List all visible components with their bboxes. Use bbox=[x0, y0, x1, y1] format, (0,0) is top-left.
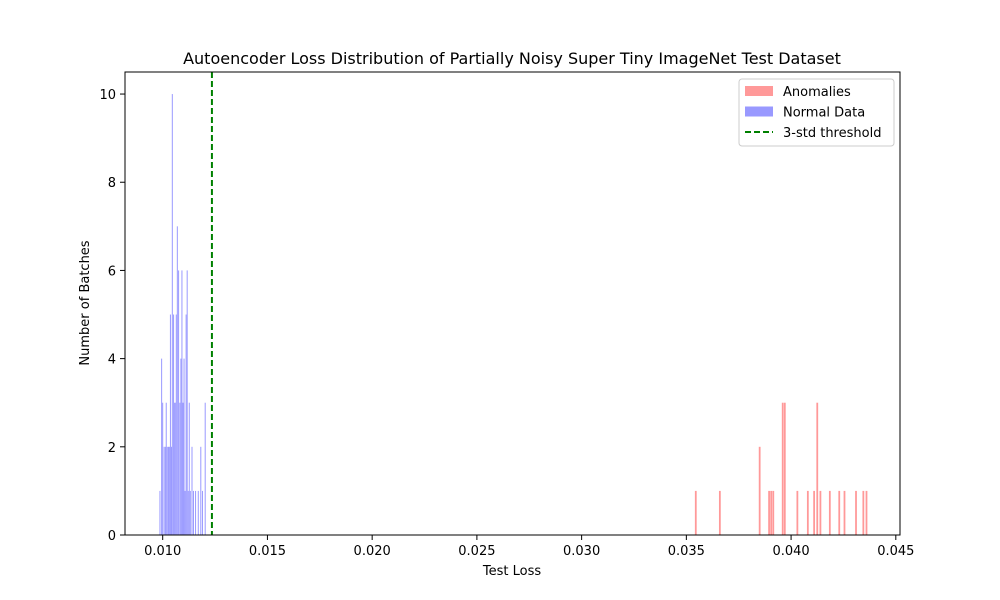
histogram-bar bbox=[176, 226, 178, 536]
histogram-bar bbox=[200, 446, 202, 535]
histogram-bar bbox=[162, 402, 164, 535]
chart-title: Autoencoder Loss Distribution of Partial… bbox=[183, 49, 841, 68]
x-axis-title: Test Loss bbox=[482, 564, 541, 579]
histogram-bar bbox=[175, 402, 177, 535]
histogram-bar bbox=[770, 490, 773, 535]
histogram-bar bbox=[768, 490, 770, 535]
y-tick-label: 4 bbox=[108, 353, 116, 368]
histogram-bar bbox=[187, 490, 189, 535]
histogram-bar bbox=[772, 490, 775, 535]
histogram-bar bbox=[174, 402, 176, 535]
histogram-bar bbox=[184, 490, 186, 535]
histogram-bar bbox=[169, 314, 171, 535]
histogram-bar bbox=[843, 490, 846, 535]
bars-layer bbox=[159, 94, 868, 536]
y-tick-label: 6 bbox=[108, 264, 116, 279]
y-tick-label: 0 bbox=[108, 529, 116, 544]
histogram-bar bbox=[796, 490, 799, 535]
histogram-bar bbox=[179, 402, 181, 535]
histogram-bar bbox=[204, 402, 206, 535]
histogram-bar bbox=[838, 490, 841, 535]
histogram-bar bbox=[197, 490, 199, 535]
x-tick-label: 0.035 bbox=[668, 544, 705, 559]
y-tick-label: 8 bbox=[108, 176, 116, 191]
histogram-bar bbox=[718, 490, 721, 535]
y-axis-title: Number of Batches bbox=[78, 240, 93, 365]
histogram-bar bbox=[165, 402, 167, 535]
x-tick-label: 0.020 bbox=[354, 544, 391, 559]
histogram-bar bbox=[758, 446, 761, 535]
y-axis: 0 2 4 6 8 10 bbox=[99, 88, 125, 544]
histogram-bar bbox=[161, 358, 163, 535]
histogram-bar bbox=[171, 94, 173, 536]
histogram-bar bbox=[195, 490, 197, 535]
histogram-bar bbox=[192, 490, 194, 535]
histogram-bar bbox=[163, 446, 165, 535]
histogram-bar bbox=[183, 358, 185, 535]
histogram-bar bbox=[168, 446, 170, 535]
histogram-bar bbox=[173, 314, 175, 535]
x-tick-label: 0.010 bbox=[144, 544, 181, 559]
histogram-bar bbox=[180, 358, 182, 535]
y-tick-label: 10 bbox=[99, 88, 116, 103]
x-tick-label: 0.045 bbox=[877, 544, 914, 559]
histogram-bar bbox=[694, 490, 697, 535]
histogram-bar bbox=[170, 446, 172, 535]
histogram-bar bbox=[188, 402, 190, 535]
x-tick-label: 0.015 bbox=[249, 544, 286, 559]
y-tick-label: 2 bbox=[108, 441, 116, 456]
x-tick-label: 0.025 bbox=[458, 544, 495, 559]
legend-label: 3-std threshold bbox=[783, 126, 881, 141]
histogram-bar bbox=[164, 446, 166, 535]
legend-label: Anomalies bbox=[783, 85, 851, 100]
legend-box bbox=[738, 78, 895, 147]
legend-swatch bbox=[745, 86, 773, 96]
series-1-bars bbox=[159, 94, 206, 536]
histogram-bar bbox=[159, 490, 161, 535]
histogram-bar bbox=[178, 270, 180, 535]
x-tick-label: 0.030 bbox=[563, 544, 600, 559]
histogram-bar bbox=[806, 490, 809, 535]
x-tick-label: 0.040 bbox=[772, 544, 809, 559]
histogram-bar bbox=[181, 270, 183, 535]
histogram-bar bbox=[182, 402, 184, 535]
histogram-bar bbox=[813, 490, 816, 535]
histogram-bar bbox=[819, 490, 822, 535]
histogram-bar bbox=[175, 314, 177, 535]
histogram-bar bbox=[783, 402, 786, 535]
histogram-bar bbox=[855, 490, 857, 535]
histogram-bar bbox=[828, 490, 831, 535]
histogram-bar bbox=[168, 446, 170, 535]
histogram-bar bbox=[186, 270, 188, 535]
histogram-bar bbox=[166, 446, 168, 535]
histogram-bar bbox=[865, 490, 868, 535]
histogram-bar bbox=[816, 402, 819, 535]
plot-frame bbox=[124, 71, 901, 536]
histogram-bar bbox=[862, 490, 865, 535]
x-axis: 0.010 0.015 0.020 0.025 0.030 0.035 0.040 0.045 bbox=[144, 535, 914, 559]
legend-swatch bbox=[745, 106, 773, 117]
histogram-bar bbox=[781, 402, 784, 535]
histogram-bar bbox=[191, 446, 193, 535]
histogram-bar bbox=[185, 314, 187, 535]
series-0-bars bbox=[694, 402, 868, 535]
histogram-bar bbox=[189, 490, 191, 535]
legend-label: Normal Data bbox=[783, 106, 865, 121]
histogram-bar bbox=[201, 490, 203, 535]
legend: Anomalies Normal Data 3-std threshold bbox=[738, 78, 895, 147]
